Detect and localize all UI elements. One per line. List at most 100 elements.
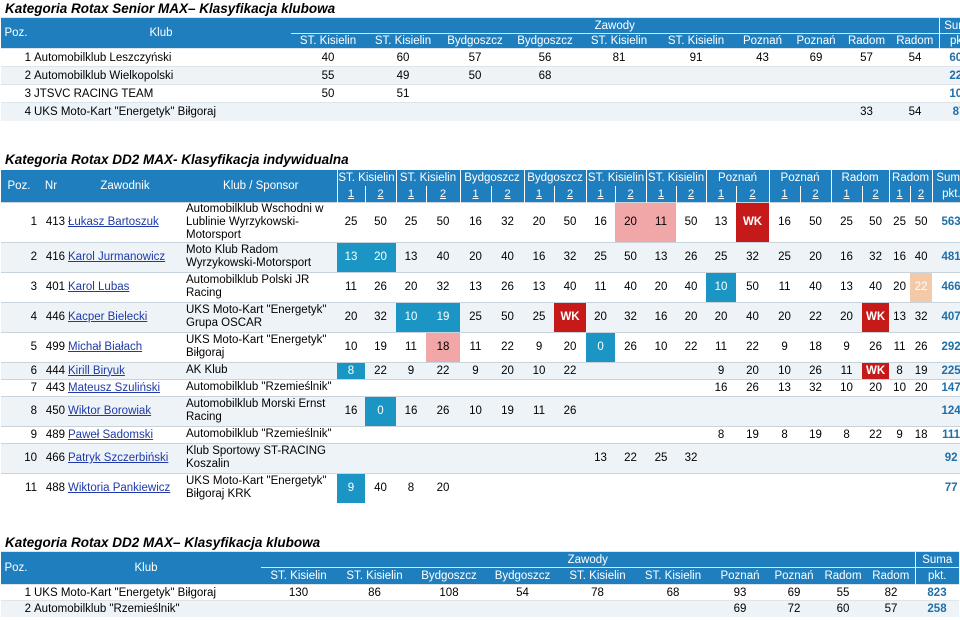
row-score: 60 [819, 600, 867, 617]
header-venue: ST. Kisielin [585, 170, 647, 186]
driver-link[interactable]: Patryk Szczerbiński [68, 452, 169, 464]
table-row: 1 413 Łukasz Bartoszuk Automobilklub Wschod… [1, 201, 960, 242]
row-score [586, 378, 616, 396]
row-score: 9 [337, 472, 365, 503]
row-club: Automobilklub Leszczyński [31, 48, 291, 67]
row-number: 416 [37, 241, 65, 272]
driver-link[interactable]: Kirill Biryuk [68, 364, 125, 377]
row-score: 22 [736, 331, 770, 362]
driver-link[interactable]: Wiktor Borowiak [68, 405, 152, 417]
row-score [889, 472, 911, 503]
row-score: 16 [706, 378, 737, 396]
row-score: 60 [365, 48, 441, 67]
row-number: 413 [37, 201, 65, 242]
row-score: 40 [736, 301, 770, 332]
row-total: 77 [932, 472, 960, 503]
row-score: 50 [491, 301, 525, 332]
row-score: 10 [889, 378, 911, 396]
driver-link[interactable]: Kacper Bielecki [68, 311, 148, 323]
row-driver: Łukasz Bartoszuk [65, 201, 185, 242]
row-score [706, 442, 737, 473]
row-score: 20 [676, 301, 707, 332]
row-score: 25 [889, 201, 911, 242]
table-row: 8 450 Wiktor Borowiak Automobilklub Morski … [1, 395, 960, 426]
row-score [560, 600, 635, 617]
row-total: 92 [932, 442, 960, 473]
row-number: 401 [37, 271, 65, 302]
row-score: 26 [491, 271, 525, 302]
header-venue: ST. Kisielin [581, 33, 657, 49]
row-score: 13 [646, 241, 677, 272]
row-score [615, 425, 647, 443]
row-score: 55 [291, 66, 365, 85]
row-number: 444 [37, 361, 65, 379]
row-score: 20 [736, 361, 770, 379]
row-score [615, 378, 647, 396]
row-total: 222 [939, 66, 960, 85]
row-club-sponsor: Klub Sportowy ST-RACING Koszalin [185, 442, 337, 473]
driver-link[interactable]: Wiktoria Pankiewicz [68, 482, 171, 495]
row-score [646, 425, 677, 443]
row-score [831, 395, 863, 426]
row-score: 20 [460, 241, 491, 272]
header-venue: Bydgoszcz [509, 33, 581, 49]
table-row: 11 488 Wiktoria Pankiewicz UKS Moto-Kart "E… [1, 472, 960, 503]
row-score [365, 378, 396, 396]
row-score: 26 [554, 395, 587, 426]
row-score: 55 [819, 584, 867, 601]
header-venue: Poznań [790, 33, 842, 49]
row-score [460, 472, 491, 503]
row-score: 16 [524, 241, 555, 272]
row-score [554, 378, 587, 396]
row-score [491, 442, 525, 473]
row-score: 40 [800, 271, 832, 302]
row-score: 40 [491, 241, 525, 272]
row-score: 9 [831, 331, 863, 362]
row-score [336, 600, 413, 617]
driver-link[interactable]: Michał Białach [68, 341, 143, 353]
row-number: 466 [37, 442, 65, 473]
row-score [581, 84, 657, 103]
row-club-sponsor: Automobilklub Wschodni w Lublinie Wyrzyk… [185, 201, 337, 242]
row-score [769, 395, 801, 426]
header-venue: Radom [830, 170, 890, 186]
table-row: 6 444 Kirill Biryuk AK Klub 8 22 9 22 9 20 10 22 9 20… [1, 361, 960, 379]
row-score: 13 [706, 201, 737, 242]
row-score: 10 [460, 395, 491, 426]
dd2-max-individual-table: Poz. Nr Zawodnik Klub / Sponsor ST. Kisielin… [1, 170, 960, 503]
row-score: 32 [615, 301, 647, 332]
row-total: 481 [932, 241, 960, 272]
row-score [646, 378, 677, 396]
row-position: 1 [1, 201, 37, 242]
row-score: 91 [657, 48, 735, 67]
row-score: 22 [862, 425, 890, 443]
row-driver: Karol Lubas [65, 271, 185, 302]
row-total: 258 [915, 600, 959, 617]
driver-link[interactable]: Karol Jurmanowicz [68, 251, 166, 263]
row-score: 25 [646, 442, 677, 473]
row-total: 563 [932, 201, 960, 242]
row-score [524, 442, 555, 473]
row-score [460, 378, 491, 396]
row-score [491, 472, 525, 503]
row-score: 20 [769, 301, 801, 332]
row-total: 407 [932, 301, 960, 332]
driver-link[interactable]: Paweł Sadomski [68, 428, 154, 441]
row-score [706, 472, 737, 503]
row-score: 22 [615, 442, 647, 473]
driver-link[interactable]: Mateusz Szuliński [68, 381, 161, 394]
row-score [491, 378, 525, 396]
row-score: 50 [862, 201, 890, 242]
row-score [509, 84, 581, 103]
row-score: 10 [769, 361, 801, 379]
row-score: 93 [711, 584, 769, 601]
row-score [554, 425, 587, 443]
row-score: 26 [426, 395, 460, 426]
driver-link[interactable]: Łukasz Bartoszuk [68, 216, 159, 228]
row-score [586, 425, 616, 443]
header-venue: Poznań [769, 567, 819, 585]
row-score [635, 600, 711, 617]
row-number: 489 [37, 425, 65, 443]
driver-link[interactable]: Karol Lubas [68, 281, 130, 293]
